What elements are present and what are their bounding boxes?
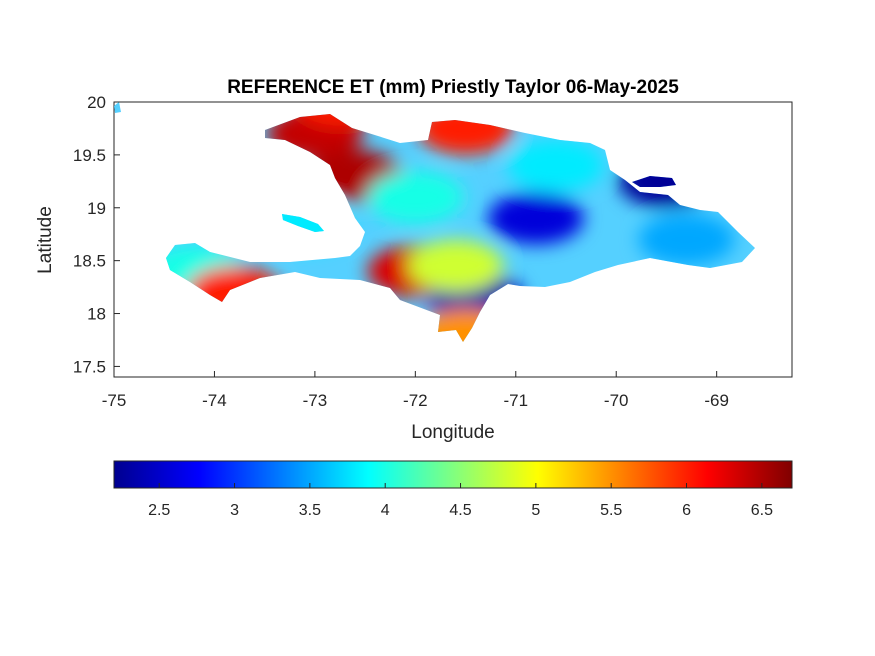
colorbar-ticks: 2.5 3 3.5 4 4.5 5 5.5 6 6.5 (148, 483, 773, 519)
colorbar-tick-label: 4 (381, 502, 390, 519)
colorbar-tick-label: 2.5 (148, 502, 170, 519)
y-axis: 20 19.5 19 18.5 18 17.5 (73, 93, 120, 376)
colorbar-tick-label: 5 (531, 502, 540, 519)
colorbar-tick-label: 3.5 (299, 502, 321, 519)
x-tick-label: -71 (503, 391, 528, 410)
colorbar-tick-label: 3 (230, 502, 239, 519)
colorbar-tick-label: 6.5 (751, 502, 773, 519)
y-tick-label: 18.5 (73, 252, 106, 271)
region-cell-2 (367, 171, 464, 224)
region-cell-6 (638, 213, 735, 266)
region-cell-4 (487, 192, 584, 245)
region-cell-5 (507, 139, 604, 192)
y-tick-label: 19.5 (73, 146, 106, 165)
x-axis-label: Longitude (411, 422, 494, 443)
y-tick-label: 20 (87, 93, 106, 112)
x-tick-label: -74 (202, 391, 227, 410)
colorbar-tick-label: 6 (682, 502, 691, 519)
x-tick-label: -70 (604, 391, 629, 410)
chart-title: REFERENCE ET (mm) Priestly Taylor 06-May… (227, 77, 679, 98)
x-tick-label: -73 (303, 391, 328, 410)
x-axis: -75 -74 -73 -72 -71 -70 -69 (102, 371, 729, 410)
y-tick-label: 18 (87, 305, 106, 324)
y-tick-label: 17.5 (73, 357, 106, 376)
colorbar-tick-label: 4.5 (449, 502, 471, 519)
colorbar-tick-label: 5.5 (600, 502, 622, 519)
x-tick-label: -75 (102, 391, 127, 410)
x-tick-label: -72 (403, 391, 428, 410)
y-tick-label: 19 (87, 199, 106, 218)
x-tick-label: -69 (704, 391, 729, 410)
region-cell-13 (407, 239, 504, 292)
y-axis-label: Latitude (35, 206, 56, 274)
colorbar (113, 460, 793, 489)
